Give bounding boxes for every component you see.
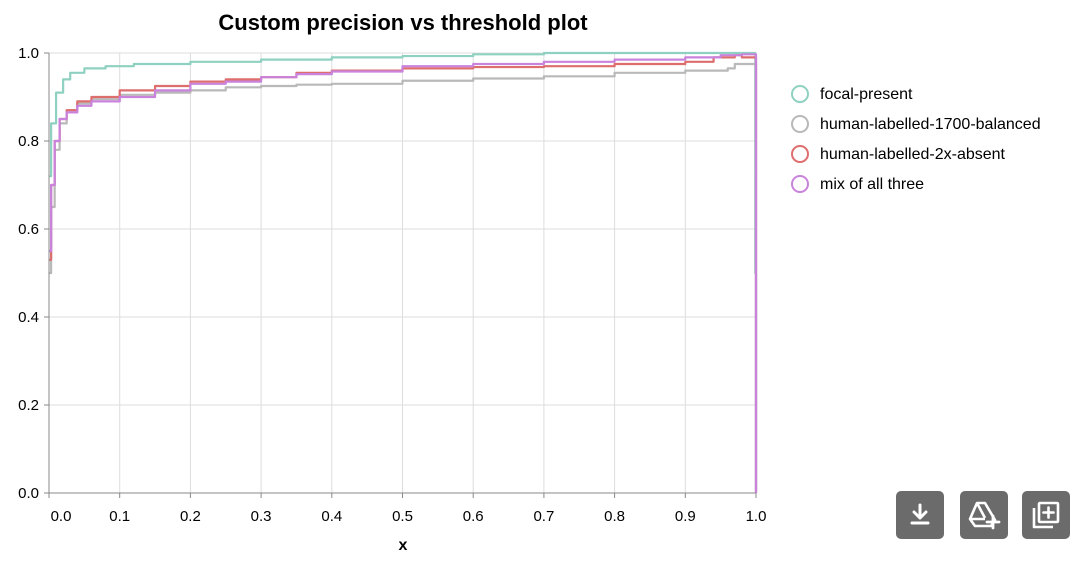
chart-series [49, 51, 758, 493]
legend-symbol [791, 115, 809, 133]
x-tick-label: 0.2 [180, 508, 201, 525]
y-tick-label: 0.8 [18, 133, 39, 150]
y-tick-label: 0.0 [18, 485, 39, 502]
chart-title: Custom precision vs threshold plot [218, 10, 588, 35]
series-line-human-labelled-1700-balanced [49, 62, 758, 489]
x-tick-label: 0.8 [604, 508, 625, 525]
y-tick-label: 0.2 [18, 397, 39, 414]
save-to-drive-button[interactable] [960, 491, 1008, 539]
legend-symbol [791, 85, 809, 103]
series-line-mix-of-all-three [49, 53, 758, 493]
download-button[interactable] [896, 491, 944, 539]
x-tick-label: 0.5 [392, 508, 413, 525]
x-tick-label: 0.6 [463, 508, 484, 525]
add-to-notebook-button[interactable] [1022, 491, 1070, 539]
legend-label: human-labelled-1700-balanced [820, 116, 1041, 133]
add-box-icon [1032, 501, 1060, 529]
chart-axes: 0.0 0.1 0.2 0.3 0.4 0.5 0.6 0.7 0.8 0.9 1.0 0.0 0.2 0… [18, 45, 766, 525]
x-tick-label: 0.1 [109, 508, 130, 525]
legend: focal-present human-labelled-1700-balance… [791, 85, 1041, 193]
download-icon [910, 503, 930, 525]
y-tick-label: 1.0 [18, 45, 39, 62]
x-axis-title: x [399, 537, 408, 554]
x-tick-label: 1.0 [746, 508, 767, 525]
legend-label: mix of all three [820, 176, 924, 193]
x-tick-label: 0.0 [51, 508, 72, 525]
y-tick-label: 0.4 [18, 309, 39, 326]
legend-label: focal-present [820, 86, 913, 103]
drive-add-icon [968, 501, 1001, 530]
legend-symbol [791, 145, 809, 163]
series-line-focal-present [49, 51, 758, 493]
legend-label: human-labelled-2x-absent [820, 146, 1006, 163]
x-tick-label: 0.4 [321, 508, 342, 525]
y-tick-label: 0.6 [18, 221, 39, 238]
chart-grid [48, 52, 757, 494]
x-tick-label: 0.3 [251, 508, 272, 525]
x-tick-label: 0.7 [533, 508, 554, 525]
legend-symbol [791, 175, 809, 193]
x-tick-label: 0.9 [675, 508, 696, 525]
